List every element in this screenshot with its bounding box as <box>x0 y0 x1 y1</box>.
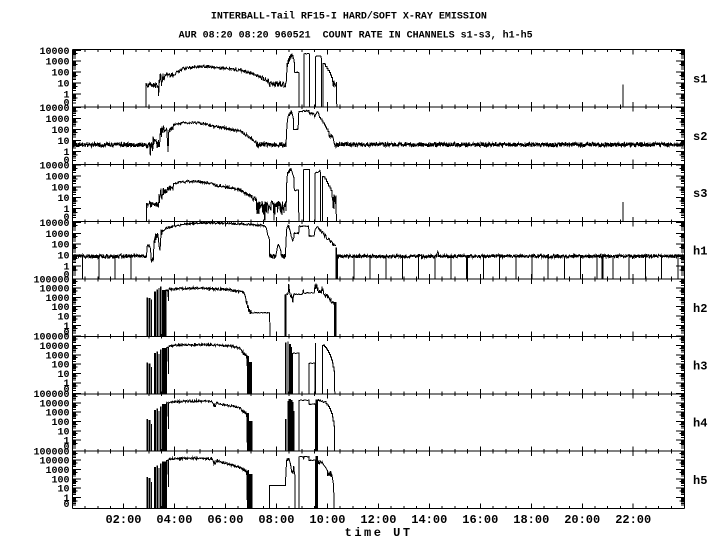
svg-text:100000: 100000 <box>33 390 69 401</box>
svg-text:10: 10 <box>57 80 69 91</box>
svg-text:10000: 10000 <box>39 342 69 353</box>
svg-text:h2: h2 <box>693 302 707 316</box>
svg-text:h1: h1 <box>693 245 707 259</box>
svg-text:10000: 10000 <box>39 104 69 115</box>
svg-text:14:00: 14:00 <box>411 513 447 527</box>
svg-text:10000: 10000 <box>39 457 69 468</box>
svg-text:1000: 1000 <box>45 351 69 362</box>
svg-text:1000: 1000 <box>45 230 69 241</box>
svg-text:08:00: 08:00 <box>258 513 294 527</box>
svg-text:100: 100 <box>51 126 69 137</box>
svg-text:06:00: 06:00 <box>207 513 243 527</box>
svg-text:10: 10 <box>57 427 69 438</box>
svg-text:1000: 1000 <box>45 172 69 183</box>
svg-text:100: 100 <box>51 183 69 194</box>
svg-text:10000: 10000 <box>39 162 69 173</box>
svg-text:AUR 08:20 08:20 960521 COUNT: AUR 08:20 08:20 960521 COUNT RATE IN CHA… <box>179 29 533 41</box>
svg-text:s3: s3 <box>693 187 707 201</box>
svg-text:10:00: 10:00 <box>309 513 345 527</box>
svg-text:12:00: 12:00 <box>360 513 396 527</box>
svg-text:100: 100 <box>51 69 69 80</box>
svg-text:18:00: 18:00 <box>513 513 549 527</box>
svg-text:1: 1 <box>63 437 69 448</box>
svg-text:20:00: 20:00 <box>564 513 600 527</box>
svg-text:0: 0 <box>63 328 69 339</box>
svg-text:10: 10 <box>57 194 69 205</box>
svg-text:1000: 1000 <box>45 294 69 305</box>
svg-text:1000: 1000 <box>45 58 69 69</box>
svg-text:0: 0 <box>63 443 69 454</box>
svg-text:10: 10 <box>57 313 69 324</box>
svg-text:1: 1 <box>63 90 69 101</box>
svg-text:100000: 100000 <box>33 275 69 286</box>
svg-text:10: 10 <box>57 137 69 148</box>
svg-text:1: 1 <box>63 379 69 390</box>
svg-text:1000: 1000 <box>45 409 69 420</box>
svg-text:1: 1 <box>63 205 69 216</box>
svg-text:02:00: 02:00 <box>105 513 141 527</box>
svg-text:h5: h5 <box>693 474 707 488</box>
svg-text:16:00: 16:00 <box>462 513 498 527</box>
svg-text:1: 1 <box>63 494 69 505</box>
svg-text:1000: 1000 <box>45 466 69 477</box>
svg-text:10000: 10000 <box>39 285 69 296</box>
svg-text:22:00: 22:00 <box>615 513 651 527</box>
svg-text:0: 0 <box>63 213 69 224</box>
svg-text:0: 0 <box>63 98 69 109</box>
svg-text:100000: 100000 <box>33 447 69 458</box>
svg-text:10: 10 <box>57 485 69 496</box>
svg-text:10000: 10000 <box>39 47 69 58</box>
svg-text:h3: h3 <box>693 359 707 373</box>
svg-text:10000: 10000 <box>39 399 69 410</box>
svg-text:s1: s1 <box>693 72 707 86</box>
svg-text:1000: 1000 <box>45 115 69 126</box>
svg-text:0: 0 <box>63 385 69 396</box>
svg-text:1: 1 <box>63 322 69 333</box>
svg-text:0: 0 <box>63 271 69 282</box>
svg-text:1: 1 <box>63 263 69 274</box>
svg-text:1: 1 <box>63 148 69 159</box>
svg-text:100: 100 <box>51 475 69 486</box>
svg-text:10: 10 <box>57 370 69 381</box>
svg-text:100: 100 <box>51 241 69 252</box>
svg-text:h4: h4 <box>693 417 707 431</box>
svg-text:04:00: 04:00 <box>156 513 192 527</box>
svg-text:100: 100 <box>51 418 69 429</box>
svg-text:100: 100 <box>51 361 69 372</box>
svg-text:100: 100 <box>51 303 69 314</box>
svg-text:INTERBALL-Tail RF15-I HARD/SOF: INTERBALL-Tail RF15-I HARD/SOFT X-RAY EM… <box>211 10 487 22</box>
svg-text:100000: 100000 <box>33 333 69 344</box>
svg-text:10000: 10000 <box>39 219 69 230</box>
svg-text:0: 0 <box>63 156 69 167</box>
svg-text:time UT: time UT <box>345 526 413 540</box>
svg-text:s2: s2 <box>693 130 707 144</box>
svg-text:0: 0 <box>63 500 69 511</box>
svg-text:10: 10 <box>57 252 69 263</box>
